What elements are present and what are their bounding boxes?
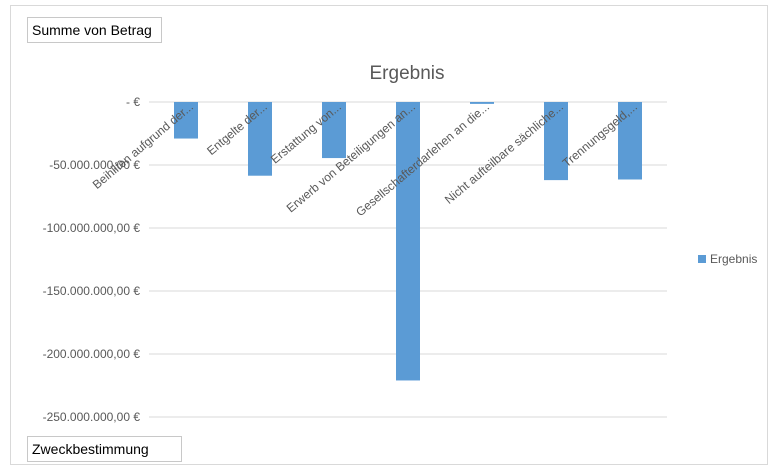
bar (396, 102, 420, 381)
bar (544, 102, 568, 181)
y-tick-label: -250.000.000,00 € (43, 410, 141, 424)
bar (174, 102, 198, 139)
bar (618, 102, 642, 180)
y-tick-label: -200.000.000,00 € (43, 347, 141, 361)
chart-title: Ergebnis (370, 63, 445, 84)
legend-swatch (698, 255, 706, 263)
y-tick-label: - € (126, 95, 140, 109)
value-field-button[interactable]: Summe von Betrag (27, 17, 162, 43)
chart-area (10, 5, 768, 465)
bars (174, 102, 642, 381)
legend-label: Ergebnis (710, 252, 757, 266)
legend: Ergebnis (698, 252, 757, 266)
y-axis-tick-labels: - € -50.000.000,00 € -100.000.000,00 € -150… (43, 95, 141, 424)
bar (322, 102, 346, 159)
axis-field-button[interactable]: Zweckbestimmung (27, 436, 182, 462)
x-category-label: Gesellschafterdarlehen an die... (353, 100, 492, 220)
bar (470, 102, 494, 104)
y-tick-label: -100.000.000,00 € (43, 221, 141, 235)
y-tick-label: -50.000.000,00 € (49, 158, 140, 172)
x-category-label: Beihilfen aufgrund der... (90, 100, 196, 192)
y-tick-label: -150.000.000,00 € (43, 284, 141, 298)
bar (248, 102, 272, 176)
